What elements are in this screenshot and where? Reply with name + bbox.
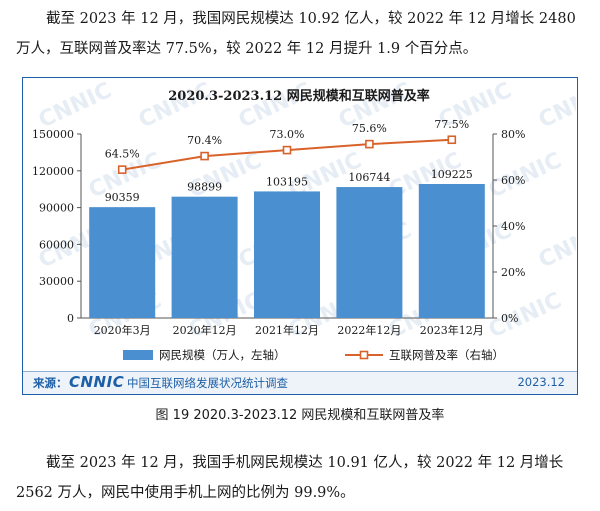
figure-caption: 图 19 2020.3-2023.12 网民规模和互联网普及率 <box>155 408 445 423</box>
watermark-text: CNNIC <box>485 288 566 343</box>
right-tick-label: 80% <box>501 128 525 141</box>
legend: 网民规模（万人，左轴） 互联网普及率（右轴） <box>123 348 504 362</box>
x-tick-label: 2023年12月 <box>420 323 484 337</box>
mobile-paragraph: 截至 2023 年 12 月，我国手机网民规模达 10.91 亿人，较 2022… <box>16 455 564 501</box>
watermark-text: CNNIC <box>35 78 116 133</box>
x-tick-label: 2021年12月 <box>255 323 319 337</box>
x-tick-label: 2022年12月 <box>337 323 401 337</box>
bar <box>254 191 320 318</box>
bar-data-label: 98899 <box>187 181 222 194</box>
line-data-label: 64.5% <box>105 148 140 161</box>
legend-line-marker <box>359 350 369 360</box>
legend-bar-label: 网民规模（万人，左轴） <box>159 348 286 362</box>
x-tick-label: 2020年3月 <box>94 323 151 337</box>
line-data-label: 75.6% <box>352 122 387 135</box>
intro-paragraph: 截至 2023 年 12 月，我国网民规模达 10.92 亿人，较 2022 年… <box>16 11 576 57</box>
legend-line-label: 互联网普及率（右轴） <box>389 348 504 362</box>
line-point <box>200 151 209 161</box>
right-tick-label: 40% <box>501 220 525 233</box>
left-tick-label: 0 <box>67 312 74 325</box>
legend-bar-swatch <box>123 350 153 360</box>
source-date: 2023.12 <box>517 375 565 389</box>
bar <box>336 187 403 318</box>
line-point <box>447 135 457 145</box>
bar <box>418 184 485 318</box>
line-point <box>282 145 292 155</box>
right-tick-label: 60% <box>501 174 525 187</box>
line-data-label: 70.4% <box>187 134 222 147</box>
source-bar: 来源： CNNIC 中国互联网络发展状况统计调查 2023.12 <box>23 371 577 394</box>
chart-title: 2020.3-2023.12 网民规模和互联网普及率 <box>168 88 429 104</box>
line-path <box>122 138 452 171</box>
right-tick-label: 20% <box>501 266 525 279</box>
watermark-text: CNNIC <box>235 78 316 133</box>
bar-data-label: 90359 <box>105 191 140 204</box>
line-point <box>365 139 374 149</box>
figure-box: CNNIC CNNIC CNNIC CNNIC CNNIC CNNIC CNNIC CNNIC… <box>22 77 578 395</box>
cnnic-logo: CNNIC <box>69 373 125 391</box>
watermark-text: CNNIC <box>535 218 576 273</box>
bar-data-label: 103195 <box>266 175 308 188</box>
source-org: 中国互联网络发展状况统计调查 <box>127 376 288 390</box>
bar-data-label: 106744 <box>348 171 390 184</box>
right-tick-label: 0% <box>501 312 518 325</box>
bar <box>89 207 156 318</box>
left-tick-label: 150000 <box>32 128 74 141</box>
watermark-text: CNNIC <box>535 78 576 133</box>
line-point <box>117 165 127 174</box>
source-label: 来源： <box>33 376 68 390</box>
line-data-label: 77.5% <box>434 118 469 131</box>
line-series: 64.5% 70.4% 73.0% 75.6% 77.5% <box>105 118 469 174</box>
x-tick-label: 2020年12月 <box>173 323 237 337</box>
bar <box>171 196 238 318</box>
bar-series: 90359 98899 103195 106744 109225 <box>89 168 485 318</box>
line-data-label: 73.0% <box>270 128 305 141</box>
bar-data-label: 109225 <box>431 168 473 181</box>
left-tick-label: 60000 <box>39 238 74 251</box>
left-tick-label: 120000 <box>32 165 74 178</box>
left-tick-label: 90000 <box>39 202 74 215</box>
left-tick-label: 30000 <box>39 275 74 288</box>
watermark-text: CNNIC <box>135 78 216 133</box>
